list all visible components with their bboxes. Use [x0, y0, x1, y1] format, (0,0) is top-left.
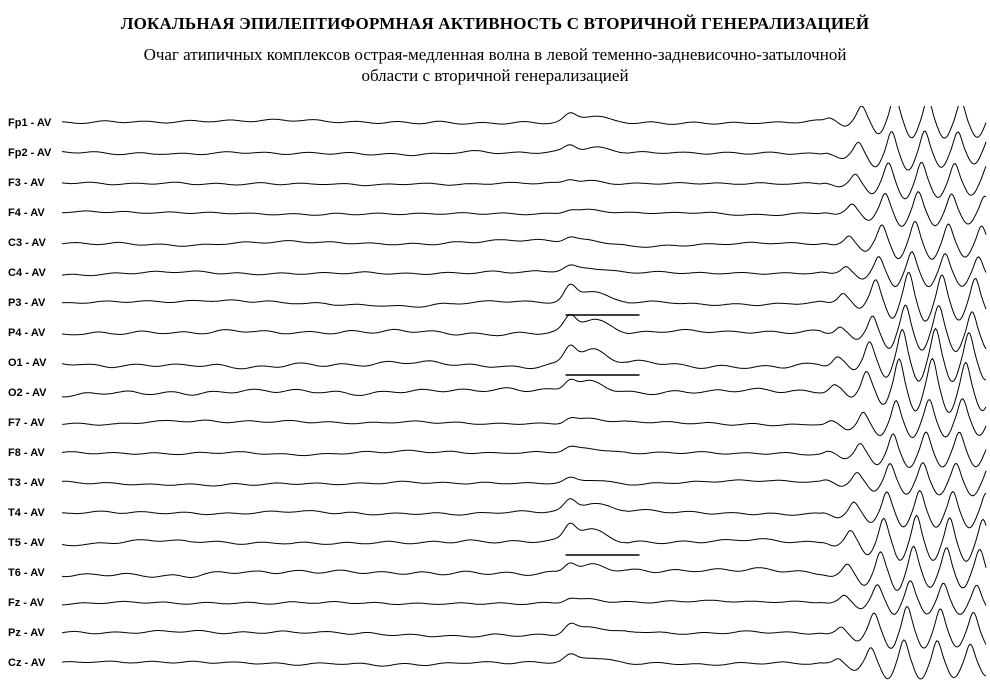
eeg-trace [62, 432, 986, 467]
channel-label: O1 - AV [8, 357, 47, 369]
eeg-trace [62, 192, 986, 227]
eeg-trace [62, 491, 986, 528]
eeg-traces-area: Fp1 - AV Fp2 - AV F3 - AV F4 - AV C3 - AV C4 … [0, 106, 990, 687]
eeg-trace [62, 463, 986, 496]
eeg-trace [62, 607, 986, 649]
eeg-trace [62, 252, 986, 287]
eeg-trace [62, 329, 986, 382]
subtitle-line-1: Очаг атипичных комплексов острая-медленн… [144, 45, 847, 64]
eeg-figure: ЛОКАЛЬНАЯ ЭПИЛЕПТИФОРМНАЯ АКТИВНОСТЬ С В… [0, 0, 990, 687]
eeg-trace [62, 162, 986, 198]
eeg-trace [62, 546, 986, 590]
eeg-trace [62, 305, 986, 351]
channel-label: F4 - AV [8, 207, 45, 219]
eeg-trace [62, 581, 986, 615]
channel-label: F8 - AV [8, 447, 45, 459]
channel-label: O2 - AV [8, 387, 47, 399]
channel-label: Fp2 - AV [8, 147, 51, 159]
channel-label: C4 - AV [8, 267, 46, 279]
channel-label: T5 - AV [8, 537, 45, 549]
channel-label: T6 - AV [8, 567, 45, 579]
channel-label: T3 - AV [8, 477, 45, 489]
channel-label: F3 - AV [8, 177, 45, 189]
eeg-trace [62, 640, 986, 679]
channel-label: T4 - AV [8, 507, 45, 519]
channel-label: Fz - AV [8, 597, 44, 609]
channel-label: P4 - AV [8, 327, 45, 339]
channel-label: P3 - AV [8, 297, 45, 309]
figure-subtitle: Очаг атипичных комплексов острая-медленн… [0, 44, 990, 87]
eeg-trace [62, 515, 986, 561]
eeg-trace [62, 273, 986, 321]
eeg-trace [62, 106, 986, 138]
channel-label: Cz - AV [8, 657, 45, 669]
eeg-svg [0, 106, 990, 686]
eeg-trace [62, 131, 986, 170]
eeg-trace [62, 221, 986, 259]
eeg-trace [62, 399, 986, 438]
channel-label: C3 - AV [8, 237, 46, 249]
channel-label: Fp1 - AV [8, 117, 51, 129]
figure-title: ЛОКАЛЬНАЯ ЭПИЛЕПТИФОРМНАЯ АКТИВНОСТЬ С В… [0, 0, 990, 34]
channel-label: Pz - AV [8, 627, 45, 639]
channel-label: F7 - AV [8, 417, 45, 429]
subtitle-line-2: области с вторичной генерализацией [361, 66, 628, 85]
